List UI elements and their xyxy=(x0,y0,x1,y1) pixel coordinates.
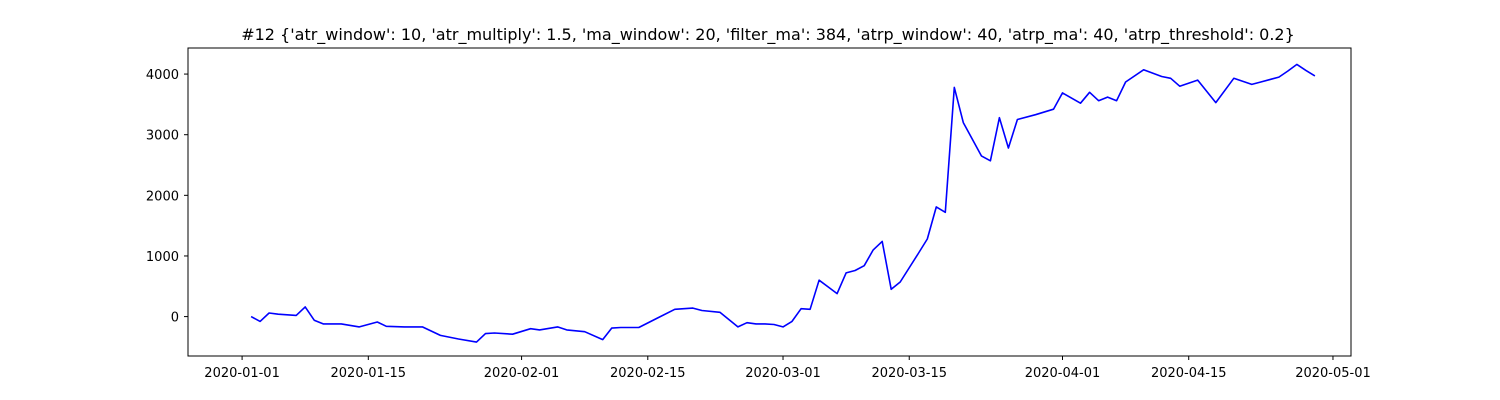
x-axis: 2020-01-01 2020-01-15 2020-02-01 2020-02-15… xyxy=(204,356,1371,381)
y-tick-label: 0 xyxy=(171,311,179,326)
plot-area xyxy=(250,63,1316,343)
x-tick-label: 2020-05-01 xyxy=(1295,366,1371,381)
y-tick-label: 3000 xyxy=(146,129,179,144)
x-tick-label: 2020-03-01 xyxy=(745,366,821,381)
y-axis: 0 1000 2000 3000 4000 xyxy=(146,68,188,326)
x-tick-label: 2020-01-01 xyxy=(204,366,280,381)
x-tick-label: 2020-04-01 xyxy=(1025,366,1101,381)
x-tick-label: 2020-01-15 xyxy=(331,366,407,381)
x-tick-label: 2020-04-15 xyxy=(1151,366,1227,381)
y-tick-label: 4000 xyxy=(146,68,179,83)
x-tick-label: 2020-02-01 xyxy=(484,366,560,381)
y-tick-label: 2000 xyxy=(146,189,179,204)
y-tick-label: 1000 xyxy=(146,250,179,265)
series-line xyxy=(250,63,1316,343)
x-tick-label: 2020-02-15 xyxy=(610,366,686,381)
plot-frame xyxy=(187,47,1352,357)
x-tick-label: 2020-03-15 xyxy=(871,366,947,381)
chart-title: #12 {'atr_window': 10, 'atr_multiply': 1… xyxy=(241,25,1295,45)
